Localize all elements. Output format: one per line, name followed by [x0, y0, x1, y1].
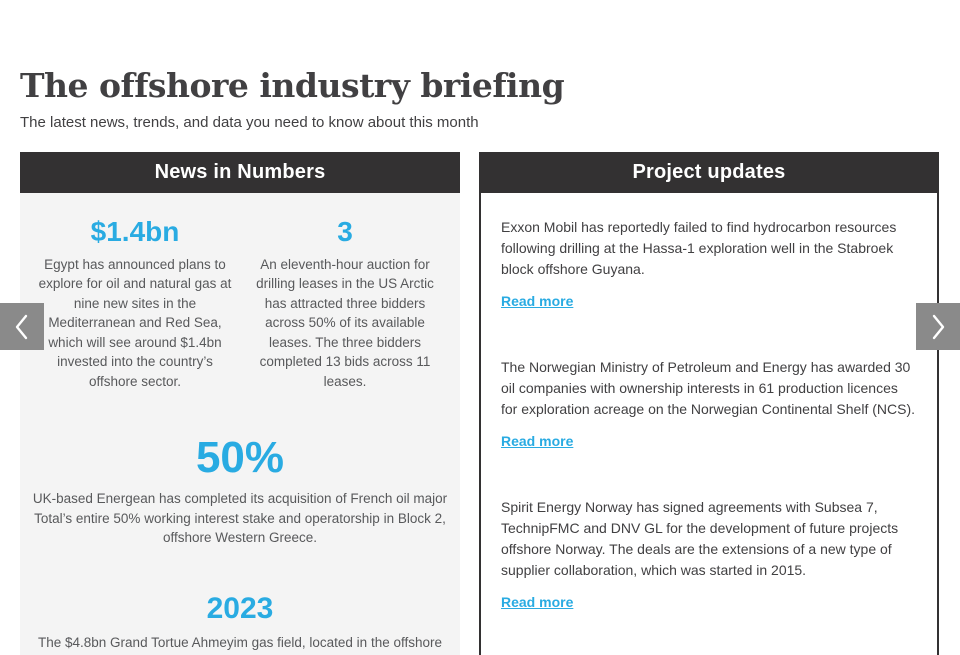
stat-item: 3 An eleventh-hour auction for drilling … [240, 207, 450, 391]
stat-value: 3 [337, 216, 353, 247]
stat-description: UK-based Energean has completed its acqu… [32, 491, 448, 546]
project-updates-panel: Project updates Exxon Mobil has reported… [479, 152, 939, 655]
news-in-numbers-body: $1.4bn Egypt has announced plans to expl… [20, 193, 460, 655]
stat-value: 2023 [206, 591, 274, 625]
stat-value: 50% [195, 433, 285, 483]
read-more-link[interactable]: Read more [501, 433, 574, 449]
page-subtitle: The latest news, trends, and data you ne… [20, 114, 479, 132]
carousel-prev-button[interactable] [0, 303, 44, 350]
stat-description: The $4.8bn Grand Tortue Ahmeyim gas fiel… [38, 634, 442, 655]
project-updates-body: Exxon Mobil has reportedly failed to fin… [479, 193, 939, 655]
update-text: Exxon Mobil has reportedly failed to fin… [501, 219, 897, 277]
read-more-link[interactable]: Read more [501, 293, 574, 309]
stat-description: An eleventh-hour auction for drilling le… [256, 256, 434, 389]
stat-item: 50% UK-based Energean has completed its … [30, 433, 450, 548]
project-updates-header: Project updates [479, 152, 939, 193]
stat-item: 2023 The $4.8bn Grand Tortue Ahmeyim gas… [30, 592, 450, 655]
update-item: Spirit Energy Norway has signed agreemen… [501, 497, 917, 612]
carousel-next-button[interactable] [916, 303, 960, 350]
stat-item: $1.4bn Egypt has announced plans to expl… [30, 207, 240, 391]
read-more-link[interactable]: Read more [501, 594, 574, 610]
news-in-numbers-header: News in Numbers [20, 152, 460, 193]
chevron-left-icon [12, 313, 32, 341]
update-text: Spirit Energy Norway has signed agreemen… [501, 499, 899, 578]
page-header: The offshore industry briefing The lates… [20, 66, 940, 132]
page-title: The offshore industry briefing [20, 66, 565, 105]
update-item: Exxon Mobil has reportedly failed to fin… [501, 217, 917, 311]
update-text: The Norwegian Ministry of Petroleum and … [501, 359, 916, 417]
chevron-right-icon [928, 313, 948, 341]
stat-value: $1.4bn [90, 216, 180, 247]
stats-row: $1.4bn Egypt has announced plans to expl… [30, 207, 450, 391]
update-item: The Norwegian Ministry of Petroleum and … [501, 357, 917, 451]
news-in-numbers-panel: News in Numbers $1.4bn Egypt has announc… [20, 152, 460, 655]
stat-description: Egypt has announced plans to explore for… [38, 256, 232, 389]
